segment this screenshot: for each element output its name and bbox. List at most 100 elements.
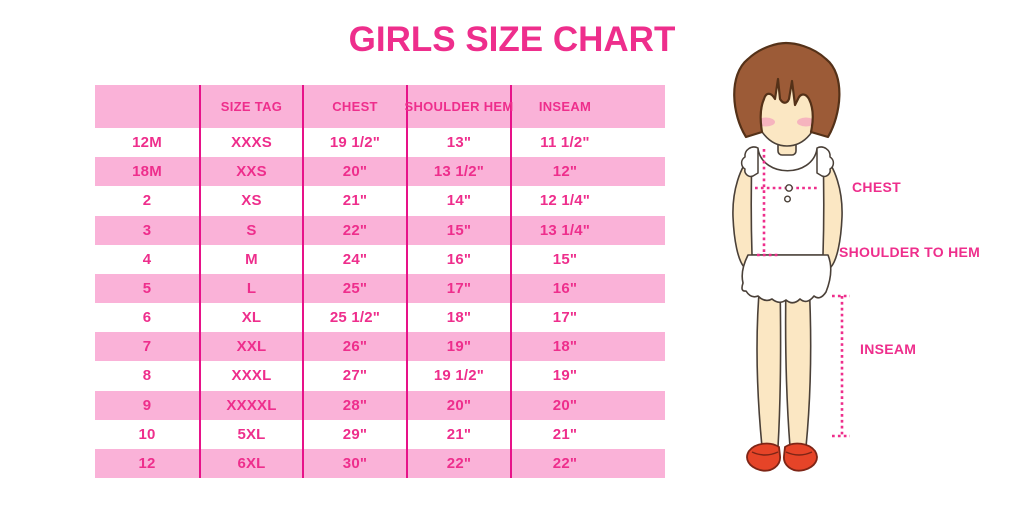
value-cell: 26" [304, 332, 408, 362]
value-cell: 28" [304, 390, 408, 420]
value-cell: 22" [552, 454, 578, 472]
page-title: GIRLS SIZE CHART [348, 20, 676, 59]
shoe-strap-left [751, 451, 779, 456]
table-row: 7 XXL 26" 19" 18" [95, 332, 665, 362]
size-cell: 9 [95, 390, 201, 420]
shoulder-to-hem-measurement-label: SHOULDER TO HEM [839, 244, 981, 260]
value-cell: XXXXL [201, 390, 304, 420]
value-cell: 30" [304, 448, 408, 479]
value-cell: S [201, 215, 304, 245]
value-cell: 19 1/2" [408, 361, 512, 391]
value-cell: XXS [201, 157, 304, 187]
value-cell: 13 1/2" [408, 157, 512, 187]
table-row: 3 S 22" 15" 13 1/4" [95, 215, 665, 245]
girl-skirt [741, 254, 832, 304]
value-cell: 21" [408, 419, 512, 449]
inseam-measurement-label: INSEAM [860, 341, 917, 357]
value-cell: 19 1/2" [304, 128, 408, 158]
value-cell: M [201, 244, 304, 274]
shoe-strap-right [785, 451, 813, 456]
value-cell: 24" [304, 244, 408, 274]
header-cell-inseam: INSEAM [538, 99, 592, 114]
value-cell: 21" [304, 186, 408, 216]
value-cell: 15" [552, 250, 578, 268]
value-cell: 27" [304, 361, 408, 391]
value-cell: 29" [304, 419, 408, 449]
value-cell: 21" [552, 425, 578, 443]
table-row: 18M XXS 20" 13 1/2" 12" [95, 157, 665, 187]
header-cell-chest: CHEST [304, 85, 408, 128]
size-cell: 12M [95, 128, 201, 158]
girl-measurement-figure [700, 15, 1024, 485]
value-cell: 25 1/2" [304, 303, 408, 333]
girl-hair [733, 41, 841, 139]
size-cell: 8 [95, 361, 201, 391]
value-cell: 14" [408, 186, 512, 216]
table-header-row: SIZE TAG CHEST SHOULDER HEM INSEAM [95, 85, 665, 128]
size-cell: 7 [95, 332, 201, 362]
header-cell-shoulder-hem: SHOULDER HEM [404, 85, 513, 128]
size-cell: 10 [95, 419, 201, 449]
value-cell: 17" [408, 273, 512, 304]
table-row: 9 XXXXL 28" 20" 20" [95, 390, 665, 420]
size-cell: 2 [95, 186, 201, 216]
dress-button-bottom [783, 195, 791, 203]
blush-right [797, 117, 815, 127]
value-cell: XL [201, 303, 304, 333]
value-cell: XS [201, 186, 304, 216]
value-cell: 12" [552, 163, 578, 181]
inseam-measure-line [832, 294, 850, 438]
value-cell: 20" [408, 390, 512, 420]
value-cell: XXXL [201, 361, 304, 391]
size-cell: 6 [95, 303, 201, 333]
size-cell: 4 [95, 244, 201, 274]
table-row: 6 XL 25 1/2" 18" 17" [95, 303, 665, 333]
value-cell: 22" [408, 448, 512, 479]
value-cell: 16" [408, 244, 512, 274]
value-cell: 13" [408, 128, 512, 158]
header-cell-size [95, 85, 201, 128]
value-cell: XXXS [201, 128, 304, 158]
girl-shoe-left [746, 442, 781, 472]
header-cell-size-tag: SIZE TAG [201, 85, 304, 128]
girl-leg-right [784, 280, 812, 448]
table-row: 10 5XL 29" 21" 21" [95, 419, 665, 449]
table-row: 5 L 25" 17" 16" [95, 273, 665, 304]
table-row: 2 XS 21" 14" 12 1/4" [95, 186, 665, 216]
size-cell: 12 [95, 448, 201, 479]
value-cell: 12 1/4" [539, 192, 591, 210]
shoulder-hem-measure-line [757, 149, 779, 257]
value-cell: 17" [552, 309, 578, 327]
value-cell: 6XL [201, 448, 304, 479]
dress-button-top [785, 184, 793, 192]
value-cell: 13 1/4" [539, 221, 591, 239]
value-cell: 18" [552, 338, 578, 356]
shoulder-ruffle-left [740, 146, 759, 178]
table-row: 12 6XL 30" 22" 22" [95, 448, 665, 479]
value-cell: 19" [552, 367, 578, 385]
value-cell: 15" [408, 215, 512, 245]
value-cell: 25" [304, 273, 408, 304]
girl-leg-left [756, 280, 782, 448]
value-cell: 5XL [201, 419, 304, 449]
table-row: 8 XXXL 27" 19 1/2" 19" [95, 361, 665, 391]
value-cell: XXL [201, 332, 304, 362]
value-cell: 19" [408, 332, 512, 362]
value-cell: 22" [304, 215, 408, 245]
value-cell: 16" [552, 279, 578, 297]
girl-shoe-right [783, 442, 818, 472]
size-cell: 5 [95, 273, 201, 304]
size-cell: 18M [95, 157, 201, 187]
chest-measurement-label: CHEST [852, 179, 901, 195]
value-cell: 20" [304, 157, 408, 187]
table-row: 12M XXXS 19 1/2" 13" 11 1/2" [95, 128, 665, 158]
shoulder-ruffle-right [816, 146, 835, 178]
size-cell: 3 [95, 215, 201, 245]
value-cell: L [201, 273, 304, 304]
value-cell: 20" [552, 396, 578, 414]
value-cell: 11 1/2" [540, 134, 590, 152]
size-chart-table: SIZE TAG CHEST SHOULDER HEM INSEAM 12M XX… [95, 85, 665, 479]
table-row: 4 M 24" 16" 15" [95, 244, 665, 274]
value-cell: 18" [408, 303, 512, 333]
